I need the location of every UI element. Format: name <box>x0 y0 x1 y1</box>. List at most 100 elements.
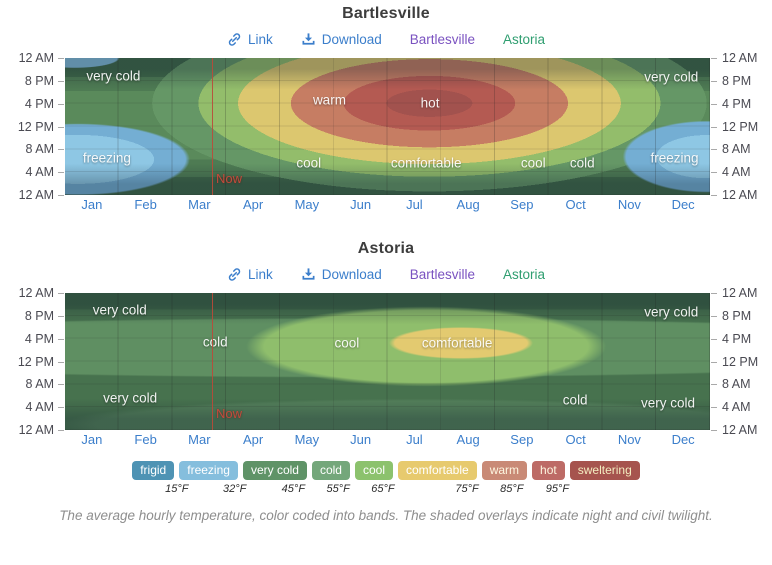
axis-tick <box>711 430 717 431</box>
month-label[interactable]: Jul <box>406 432 423 447</box>
month-label[interactable]: Jan <box>81 197 103 212</box>
tab-bartlesville[interactable]: Bartlesville <box>409 32 476 47</box>
hour-tick-label: 8 AM <box>25 377 55 392</box>
hour-tick-label: 4 AM <box>722 165 751 180</box>
month-label[interactable]: Sep <box>510 197 534 212</box>
month-label[interactable]: Oct <box>565 432 586 447</box>
now-label: Now <box>216 406 243 421</box>
month-label[interactable]: Nov <box>617 432 641 447</box>
axis-tick <box>711 407 717 409</box>
region-label: comfortable <box>421 335 493 351</box>
month-label[interactable]: Dec <box>671 432 695 447</box>
axis-tick <box>711 149 717 151</box>
month-axis: Jan Feb Mar Apr May Jun Jul Aug Sep Oct Nov Dec <box>65 197 710 215</box>
month-label[interactable]: Jun <box>350 432 372 447</box>
hour-axis-left: 12 AM 8 PM 4 PM 12 PM 8 AM 4 AM 12 AM <box>0 51 65 202</box>
axis-tick <box>58 195 64 196</box>
link-button[interactable]: Link <box>227 32 273 47</box>
axis-tick <box>58 80 64 82</box>
month-label[interactable]: Feb <box>134 432 157 447</box>
hour-tick-label: 12 PM <box>722 354 759 369</box>
hour-axis-left: 12 AM 8 PM 4 PM 12 PM 8 AM 4 AM 12 AM <box>0 286 65 437</box>
region-label: warm <box>312 92 346 108</box>
axis-tick <box>711 58 717 59</box>
download-button[interactable]: Download <box>301 32 382 47</box>
axis-tick <box>711 172 717 174</box>
axis-tick <box>711 315 717 317</box>
legend-thresholds: 15°F 32°F 45°F 55°F 65°F 75°F 85°F 95°F <box>0 483 772 497</box>
region-label: very cold <box>641 395 696 411</box>
hour-tick-label: 8 AM <box>722 142 751 157</box>
tab-astoria[interactable]: Astoria <box>503 32 546 47</box>
caption: The average hourly temperature, color co… <box>59 508 713 523</box>
month-label[interactable]: Feb <box>134 197 157 212</box>
hour-tick-label: 4 AM <box>25 400 55 415</box>
link-button[interactable]: Link <box>227 267 273 282</box>
hour-tick-label: 4 PM <box>24 331 54 346</box>
legend-badge: cold <box>311 461 350 480</box>
month-label[interactable]: Aug <box>456 197 480 212</box>
region-label: cool <box>296 155 322 171</box>
month-label[interactable]: May <box>294 432 320 447</box>
tab-bartlesville[interactable]: Bartlesville <box>409 267 476 282</box>
legend-threshold: 65°F <box>371 483 395 495</box>
month-label[interactable]: Mar <box>188 432 211 447</box>
hour-tick-label: 12 AM <box>18 286 54 300</box>
month-label[interactable]: Sep <box>510 432 534 447</box>
month-label[interactable]: Dec <box>671 197 695 212</box>
hour-tick-label: 4 PM <box>24 96 54 111</box>
gridlines <box>65 58 710 195</box>
link-label: Link <box>247 32 273 47</box>
month-label[interactable]: Aug <box>456 432 480 447</box>
axis-tick <box>58 361 64 363</box>
download-label: Download <box>321 267 382 282</box>
axis-tick <box>711 361 717 363</box>
axis-tick <box>58 58 64 59</box>
axis-tick <box>58 103 64 105</box>
hour-tick-label: 12 PM <box>17 119 54 134</box>
hour-tick-label: 12 AM <box>722 51 758 65</box>
now-label: Now <box>216 171 243 186</box>
now-line <box>212 293 214 430</box>
download-button[interactable]: Download <box>301 267 382 282</box>
month-label[interactable]: Mar <box>188 197 211 212</box>
month-label[interactable]: Oct <box>565 197 586 212</box>
axis-tick <box>58 407 64 409</box>
month-axis: Jan Feb Mar Apr May Jun Jul Aug Sep Oct Nov Dec <box>65 432 710 450</box>
month-label[interactable]: Jan <box>81 432 103 447</box>
axis-tick <box>58 126 64 128</box>
hour-tick-label: 4 AM <box>722 400 751 415</box>
region-label: very cold <box>86 68 141 84</box>
download-label: Download <box>321 32 382 47</box>
region-label: freezing <box>82 150 131 166</box>
download-icon <box>302 268 315 280</box>
month-label[interactable]: Jul <box>406 197 423 212</box>
month-label[interactable]: Apr <box>243 197 264 212</box>
legend-threshold: 75°F <box>455 483 479 495</box>
chart-block-bartlesville: Bartlesville Link Download Bartlesville <box>0 0 772 230</box>
region-label: cool <box>520 155 546 171</box>
hour-tick-label: 12 AM <box>722 188 758 202</box>
hour-tick-label: 12 AM <box>18 51 54 65</box>
tab-astoria[interactable]: Astoria <box>503 267 546 282</box>
month-label[interactable]: Apr <box>243 432 264 447</box>
legend-threshold: 15°F <box>165 483 189 495</box>
month-label[interactable]: Jun <box>350 197 372 212</box>
legend-threshold: 95°F <box>545 483 570 495</box>
legend-badge: frigid <box>132 461 175 480</box>
link-icon <box>228 33 241 46</box>
axis-tick <box>58 172 64 174</box>
chart-title: Bartlesville <box>342 5 430 22</box>
month-label[interactable]: Nov <box>617 197 641 212</box>
axis-tick <box>711 126 717 128</box>
axis-tick <box>711 103 717 105</box>
axis-tick <box>58 293 64 294</box>
legend-badge: warm <box>481 461 528 480</box>
region-label: cold <box>569 155 595 171</box>
axis-tick <box>711 384 717 386</box>
month-label[interactable]: May <box>294 197 320 212</box>
hour-tick-label: 12 AM <box>18 188 54 202</box>
hour-tick-label: 4 PM <box>722 331 752 346</box>
legend-threshold: 55°F <box>326 483 350 495</box>
